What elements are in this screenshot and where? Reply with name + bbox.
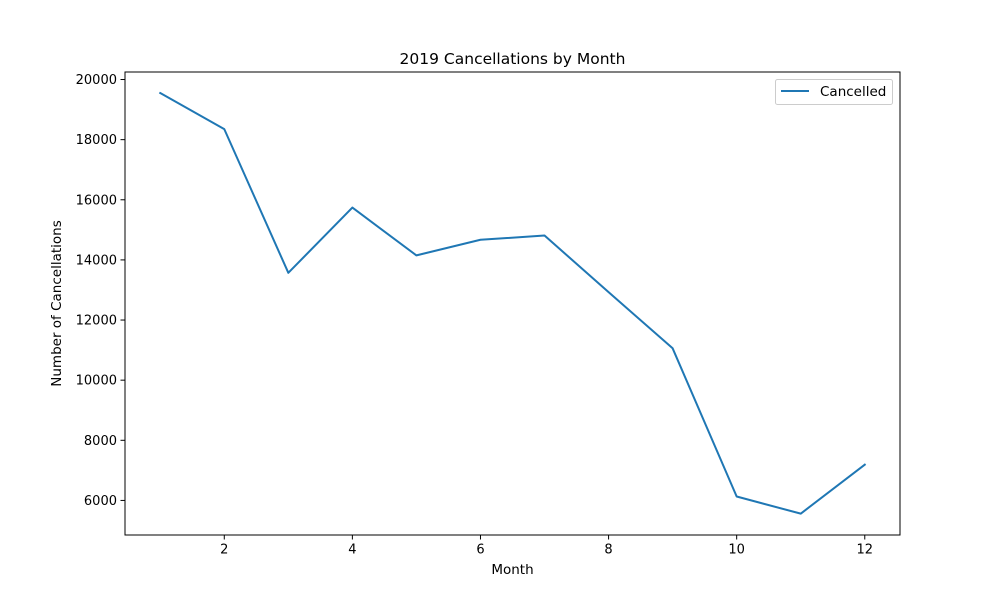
chart-title: 2019 Cancellations by Month xyxy=(400,50,626,68)
y-tick-label: 16000 xyxy=(76,193,117,208)
x-axis-label: Month xyxy=(491,562,533,578)
y-tick-label: 14000 xyxy=(76,253,117,268)
data-point xyxy=(351,207,353,209)
data-point xyxy=(736,496,738,498)
y-tick-label: 20000 xyxy=(76,73,117,88)
data-point xyxy=(800,513,802,515)
plot-area: 2 4 6 8 10 12 6000 8000 10000 12000 14000 16000 180… xyxy=(76,71,901,558)
data-point xyxy=(479,239,481,241)
data-point xyxy=(223,128,225,130)
data-point xyxy=(544,235,546,237)
legend: Cancelled xyxy=(775,79,893,105)
data-point xyxy=(608,291,610,293)
y-tick-label: 18000 xyxy=(76,133,117,148)
x-tick-label: 4 xyxy=(348,543,356,558)
legend-label-cancelled: Cancelled xyxy=(820,84,886,100)
x-tick-label: 8 xyxy=(604,543,612,558)
y-axis-label: Number of Cancellations xyxy=(49,220,65,386)
data-point xyxy=(415,254,417,256)
y-tick-label: 8000 xyxy=(84,434,117,449)
x-axis-ticks: 2 4 6 8 10 12 xyxy=(220,535,873,558)
x-tick-label: 12 xyxy=(856,543,873,558)
data-point xyxy=(159,92,161,94)
y-tick-label: 10000 xyxy=(76,374,117,389)
series-line-cancelled xyxy=(158,91,867,515)
data-point xyxy=(864,464,866,466)
axes-frame xyxy=(124,71,901,536)
data-point xyxy=(287,272,289,274)
x-tick-label: 6 xyxy=(476,543,484,558)
y-tick-label: 6000 xyxy=(84,494,117,509)
series-layer xyxy=(158,91,867,515)
data-point xyxy=(672,347,674,349)
y-tick-label: 12000 xyxy=(76,314,117,329)
y-axis-ticks: 6000 8000 10000 12000 14000 16000 18000 20000 xyxy=(76,73,125,509)
legend-box xyxy=(775,79,893,105)
x-tick-label: 10 xyxy=(728,543,745,558)
x-tick-label: 2 xyxy=(220,543,228,558)
